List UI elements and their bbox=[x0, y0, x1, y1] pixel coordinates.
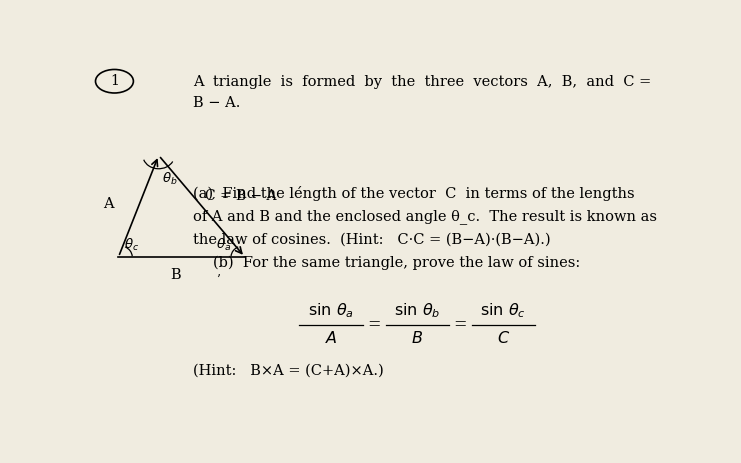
Text: $B$: $B$ bbox=[411, 331, 423, 348]
Text: (b)  For the same triangle, prove the law of sines:: (b) For the same triangle, prove the law… bbox=[213, 255, 580, 269]
Text: B − A.: B − A. bbox=[193, 96, 241, 110]
Text: ’: ’ bbox=[216, 274, 220, 287]
Text: the law of cosines.  (Hint:   C·C = (B−A)·(B−A).): the law of cosines. (Hint: C·C = (B−A)·(… bbox=[193, 232, 551, 246]
Text: $\theta_c$: $\theta_c$ bbox=[124, 237, 139, 253]
Text: $\sin\,\theta_a$: $\sin\,\theta_a$ bbox=[308, 301, 354, 320]
Text: A: A bbox=[104, 196, 114, 211]
Text: $\sin\,\theta_b$: $\sin\,\theta_b$ bbox=[394, 301, 440, 320]
Text: A  triangle  is  formed  by  the  three  vectors  A,  B,  and  C =: A triangle is formed by the three vector… bbox=[193, 75, 651, 89]
Text: $\theta_a$: $\theta_a$ bbox=[216, 237, 231, 253]
Text: $\sin\,\theta_c$: $\sin\,\theta_c$ bbox=[480, 301, 526, 320]
Text: $A$: $A$ bbox=[325, 331, 337, 348]
Text: C = B − A: C = B − A bbox=[205, 189, 276, 203]
Text: (Hint:   B×A = (C+A)×A.): (Hint: B×A = (C+A)×A.) bbox=[193, 364, 384, 378]
Text: B: B bbox=[170, 268, 182, 282]
Text: (a)  Find the léngth of the vector  C  in terms of the lengths: (a) Find the léngth of the vector C in … bbox=[193, 187, 635, 201]
Text: $\theta_b$: $\theta_b$ bbox=[162, 170, 178, 187]
Text: =: = bbox=[368, 316, 381, 333]
Text: =: = bbox=[453, 316, 467, 333]
Text: 1: 1 bbox=[110, 74, 119, 88]
Text: of A and B and the enclosed angle θ_c.  The result is known as: of A and B and the enclosed angle θ_c. T… bbox=[193, 209, 657, 224]
Text: $C$: $C$ bbox=[496, 331, 510, 348]
